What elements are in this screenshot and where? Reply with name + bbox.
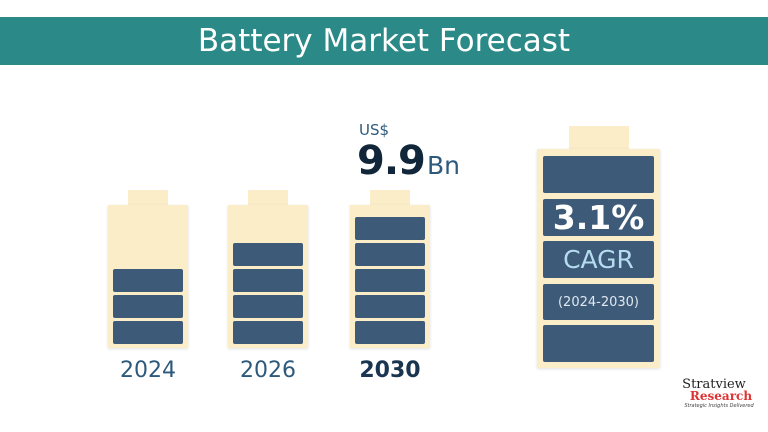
cagr-segment: [543, 156, 654, 193]
market-unit: Bn: [427, 151, 460, 180]
currency-label: US$: [359, 121, 390, 139]
battery-segment: [355, 295, 425, 318]
header-band: [0, 17, 768, 65]
battery-cap: [248, 190, 288, 206]
logo-sub: Research: [689, 389, 753, 403]
year-label: 2024: [120, 358, 176, 383]
page-title: Battery Market Forecast: [197, 23, 571, 59]
battery-segment: [113, 295, 183, 318]
battery-segment: [355, 243, 425, 266]
battery-cap: [128, 190, 168, 206]
cagr-label: CAGR: [543, 241, 654, 278]
logo-tagline: Strategic Insights Delivered: [684, 403, 754, 409]
battery-segment: [355, 217, 425, 240]
battery-segment: [233, 295, 303, 318]
battery-segment: [113, 321, 183, 344]
battery-segment: [355, 269, 425, 292]
battery-segment: [233, 321, 303, 344]
cagr-battery-cap: [569, 126, 629, 150]
battery-segment: [233, 269, 303, 292]
cagr-period: (2024-2030): [543, 284, 654, 320]
year-label: 2026: [240, 358, 296, 383]
battery-segment: [113, 269, 183, 292]
year-label: 2030: [359, 358, 421, 383]
logo-name: Stratview: [682, 377, 746, 392]
cagr-value: 3.1%: [543, 198, 654, 237]
stratview-logo: Stratview Research Strategic Insights De…: [674, 377, 754, 409]
battery-segment: [355, 321, 425, 344]
cagr-segment: [543, 325, 654, 362]
battery-segment: [233, 243, 303, 266]
battery-cap: [370, 190, 410, 206]
market-value: 9.9: [357, 138, 426, 184]
